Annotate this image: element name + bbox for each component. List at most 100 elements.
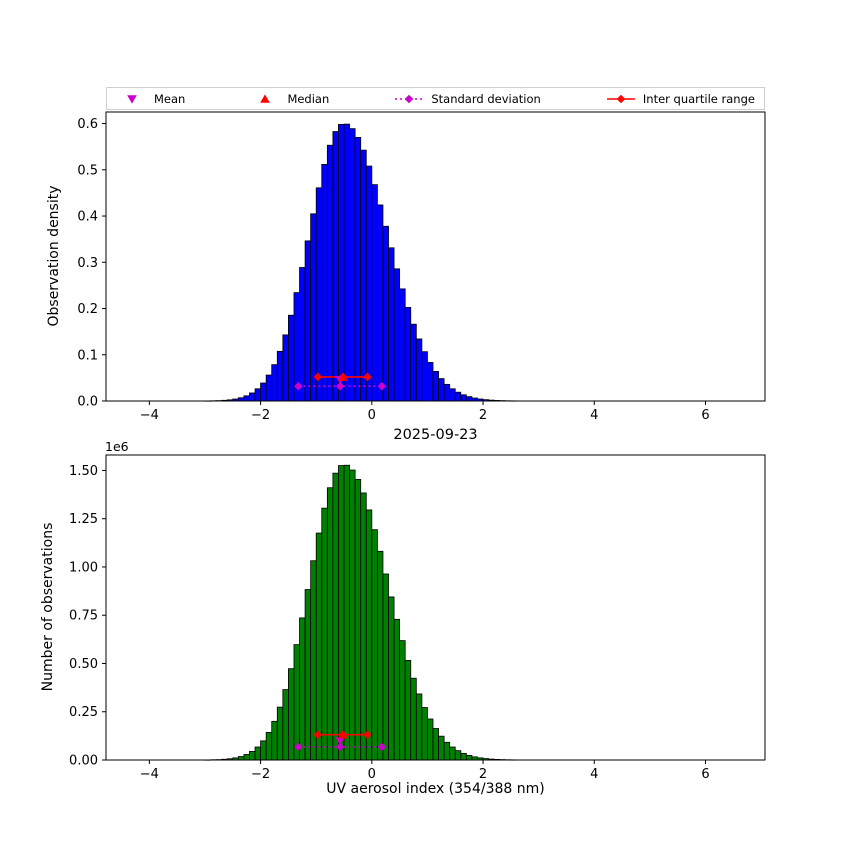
legend-label-inter-quartile-range: Inter quartile range — [642, 91, 755, 106]
histogram-bar — [415, 693, 423, 761]
histogram-bar — [399, 288, 406, 402]
histogram-bar — [249, 392, 256, 402]
legend-item-standard-deviation: Standard deviation — [393, 91, 541, 106]
observation-count-histogram: −4 −2 0 2 4 6 0.00 0.25 0.50 0.75 1.00 1.25 1.50 — [69, 454, 766, 782]
histogram-bar — [354, 137, 362, 402]
histogram-bar — [365, 509, 373, 761]
histogram-bar — [326, 144, 334, 402]
y-tick-label: 1.25 — [69, 512, 98, 527]
histogram-bar — [237, 756, 245, 761]
y-tick-label: 0.6 — [77, 117, 98, 132]
histogram-bar — [315, 532, 323, 761]
histogram-bar — [460, 394, 467, 402]
histogram-bar — [460, 752, 467, 761]
histogram-bar — [243, 754, 250, 761]
histogram-bar — [465, 396, 473, 402]
legend-item-median: Median — [249, 92, 329, 106]
median-marker-icon — [260, 93, 271, 103]
histogram-bar — [432, 728, 439, 761]
x-tick-label: −2 — [251, 408, 270, 423]
legend-label-standard-deviation: Standard deviation — [431, 91, 541, 106]
histogram-bar — [338, 465, 345, 761]
histogram-bar — [449, 746, 456, 761]
x-tick-label: 0 — [368, 767, 376, 782]
histogram-bar — [360, 149, 367, 402]
mean-marker-icon — [127, 94, 137, 104]
x-tick-label: −4 — [140, 767, 159, 782]
bottom-y-axis-label: Number of observations — [40, 522, 56, 692]
histogram-bar — [326, 487, 334, 761]
histogram-bar — [421, 351, 428, 402]
x-tick-label: 0 — [368, 408, 376, 423]
histogram-bar — [432, 371, 439, 402]
histogram-bar — [349, 128, 356, 402]
histogram-bar — [321, 164, 328, 402]
histogram-bar — [343, 464, 350, 761]
histogram-bar — [465, 754, 473, 761]
histogram-bar — [276, 350, 284, 402]
histogram-bar — [254, 388, 262, 402]
legend-label-mean: Mean — [154, 91, 186, 106]
x-tick-label: −2 — [251, 767, 270, 782]
histogram-bar — [315, 187, 323, 402]
histogram-bar — [260, 382, 267, 402]
y-tick-label: 1.00 — [69, 560, 98, 575]
x-axis-label: UV aerosol index (354/388 nm) — [326, 781, 545, 797]
x-tick-label: 4 — [590, 408, 598, 423]
histogram-bar — [271, 364, 278, 402]
axes-frame — [105, 454, 766, 761]
histogram-bar — [310, 560, 317, 761]
y-tick-label: 0.25 — [69, 705, 98, 720]
histogram-bar — [404, 660, 412, 761]
legend-label-median: Median — [287, 91, 330, 106]
x-tick-label: 2 — [479, 408, 487, 423]
x-tick-label: 4 — [590, 767, 598, 782]
observation-density-histogram: −4 −2 0 2 4 6 0.0 0.1 0.2 0.3 0.4 0.5 0.6 — [77, 111, 766, 423]
histogram-bar — [288, 314, 295, 402]
histogram-bar — [293, 644, 300, 761]
histogram-bar — [249, 751, 256, 761]
subplot-title-date: 2025-09-23 — [393, 427, 478, 443]
legend-item-inter-quartile-range: Inter quartile range — [605, 92, 755, 106]
histogram-bar — [382, 225, 389, 402]
top-y-axis-label: Observation density — [46, 185, 62, 327]
histogram-bar — [443, 741, 451, 761]
histogram-bar — [393, 618, 401, 761]
histogram-bar — [254, 746, 262, 761]
histogram-bar — [393, 268, 401, 402]
histogram-bar — [276, 706, 284, 761]
histogram-bar — [427, 362, 434, 402]
legend-item-mean: Mean — [116, 92, 185, 106]
observation-count-histogram-bars — [204, 464, 517, 761]
histogram-bar — [299, 617, 306, 761]
histogram-bar — [454, 391, 462, 402]
inter-quartile-range-marker-icon — [606, 94, 635, 103]
histogram-bar — [376, 550, 384, 761]
y-tick-label: 0.50 — [69, 657, 98, 672]
x-tick-label: −4 — [140, 408, 159, 423]
histogram-bar — [438, 735, 445, 761]
legend: Mean Median Standard deviation Inter qua… — [106, 87, 765, 110]
histogram-bar — [332, 131, 339, 402]
histogram-bar — [371, 529, 378, 761]
observation-density-histogram-bars — [204, 123, 517, 402]
histogram-bar — [454, 750, 462, 761]
y-tick-label: 0.00 — [69, 754, 98, 769]
histogram-bar — [243, 395, 250, 402]
histogram-bar — [376, 204, 384, 402]
histogram-bar — [410, 677, 417, 761]
histogram-bar — [399, 640, 406, 761]
histogram-bar — [282, 689, 289, 761]
y-tick-label: 0.5 — [77, 163, 98, 178]
histogram-bar — [427, 718, 434, 761]
histogram-bar — [421, 707, 428, 761]
histogram-bar — [288, 668, 295, 761]
histogram-bar — [260, 740, 267, 761]
histogram-bar — [388, 247, 395, 402]
histogram-bar — [304, 240, 312, 402]
y-tick-label: 1.50 — [69, 464, 98, 479]
y-axis-offset-label: 1e6 — [105, 439, 129, 454]
x-tick-label: 6 — [701, 767, 709, 782]
